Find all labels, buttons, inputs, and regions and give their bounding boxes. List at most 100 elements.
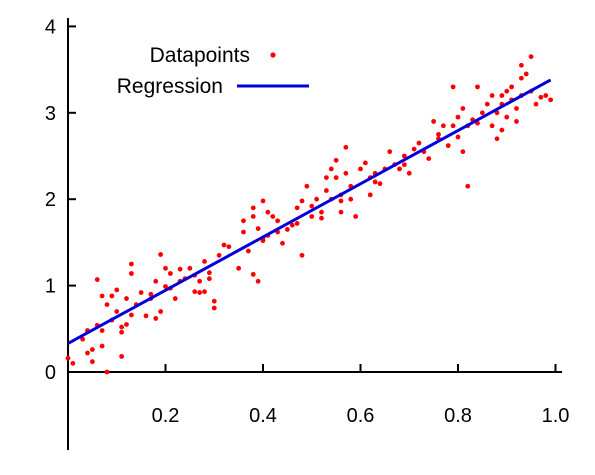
datapoint — [119, 354, 125, 359]
datapoint — [509, 84, 515, 90]
datapoint — [197, 278, 203, 284]
datapoint — [348, 196, 354, 202]
datapoint — [426, 156, 432, 161]
datapoint — [163, 265, 168, 271]
datapoint — [104, 369, 110, 375]
datapoint — [158, 252, 164, 257]
datapoint — [236, 265, 242, 271]
datapoint — [187, 265, 193, 271]
datapoint — [528, 54, 534, 60]
datapoint — [504, 114, 510, 120]
datapoint — [153, 316, 159, 321]
datapoint — [89, 359, 95, 365]
datapoint — [255, 226, 261, 231]
datapoint — [255, 278, 261, 284]
datapoint — [489, 123, 495, 129]
datapoint — [250, 205, 256, 211]
datapoint — [518, 62, 524, 68]
datapoint — [119, 324, 125, 330]
datapoint — [338, 198, 344, 204]
datapoint — [406, 170, 412, 176]
datapoint — [431, 119, 437, 124]
datapoint — [401, 153, 407, 159]
datapoint — [343, 170, 349, 176]
axis-ticks: 0 1 2 3 4 0.2 0.4 0.6 0.8 1.0 — [45, 16, 570, 427]
datapoint — [250, 214, 256, 219]
datapoint — [128, 271, 134, 276]
regression-series — [67, 78, 552, 345]
datapoint — [460, 149, 466, 155]
datapoint — [284, 227, 290, 232]
datapoint — [89, 347, 95, 352]
datapoint — [70, 360, 76, 366]
datapoint — [163, 284, 168, 289]
datapoint — [114, 309, 120, 314]
datapoint — [197, 290, 203, 295]
datapoint — [289, 222, 295, 228]
y-tick-label: 1 — [45, 276, 56, 298]
datapoint — [85, 350, 90, 356]
datapoint — [177, 266, 183, 272]
datapoint — [333, 175, 339, 181]
datapoint — [387, 149, 393, 155]
datapoint — [94, 277, 100, 282]
datapoint — [153, 278, 159, 284]
legend-label-regression: Regression — [117, 75, 223, 98]
datapoint — [226, 244, 232, 250]
datapoint — [455, 114, 461, 120]
y-tick-label: 2 — [45, 189, 56, 211]
datapoint — [202, 289, 207, 295]
datapoint — [397, 166, 402, 172]
legend: Datapoints Regression — [117, 44, 309, 98]
datapoints-series — [65, 54, 554, 375]
x-tick-label: 0.2 — [152, 405, 180, 427]
datapoint — [489, 93, 495, 98]
datapoint — [294, 205, 300, 211]
datapoint — [362, 160, 368, 166]
datapoint — [99, 293, 105, 299]
datapoint — [221, 242, 227, 248]
datapoint — [328, 166, 334, 172]
datapoint — [343, 144, 349, 150]
datapoint — [280, 240, 285, 246]
datapoint — [538, 94, 544, 100]
datapoint — [260, 198, 266, 204]
datapoint — [158, 309, 164, 314]
datapoint — [484, 101, 490, 107]
datapoint — [270, 214, 276, 219]
datapoint — [172, 296, 178, 301]
datapoint — [294, 220, 300, 226]
datapoint — [211, 298, 217, 304]
datapoint — [445, 143, 451, 149]
datapoint — [338, 209, 344, 215]
datapoint — [104, 302, 110, 308]
y-tick-label: 3 — [45, 103, 56, 125]
datapoint — [119, 329, 125, 335]
datapoint — [518, 75, 524, 81]
legend-marker-datapoints — [270, 52, 276, 58]
datapoint — [533, 101, 539, 107]
datapoint — [167, 271, 173, 276]
datapoint — [460, 106, 466, 111]
datapoint — [138, 290, 144, 295]
datapoint — [124, 322, 129, 327]
datapoint — [148, 291, 154, 297]
datapoint — [245, 248, 251, 254]
x-tick-label: 0.8 — [444, 405, 472, 427]
datapoint — [241, 218, 246, 224]
datapoint — [514, 106, 519, 111]
datapoint — [128, 312, 134, 318]
x-tick-label: 0.4 — [249, 405, 277, 427]
datapoint — [80, 336, 86, 342]
datapoint — [323, 175, 329, 181]
regression-line — [67, 78, 552, 345]
datapoint — [299, 252, 305, 258]
datapoint — [548, 97, 554, 103]
datapoint — [314, 196, 320, 202]
datapoint — [543, 93, 549, 98]
datapoint — [436, 132, 441, 137]
datapoint — [299, 198, 305, 204]
datapoint — [504, 88, 510, 94]
